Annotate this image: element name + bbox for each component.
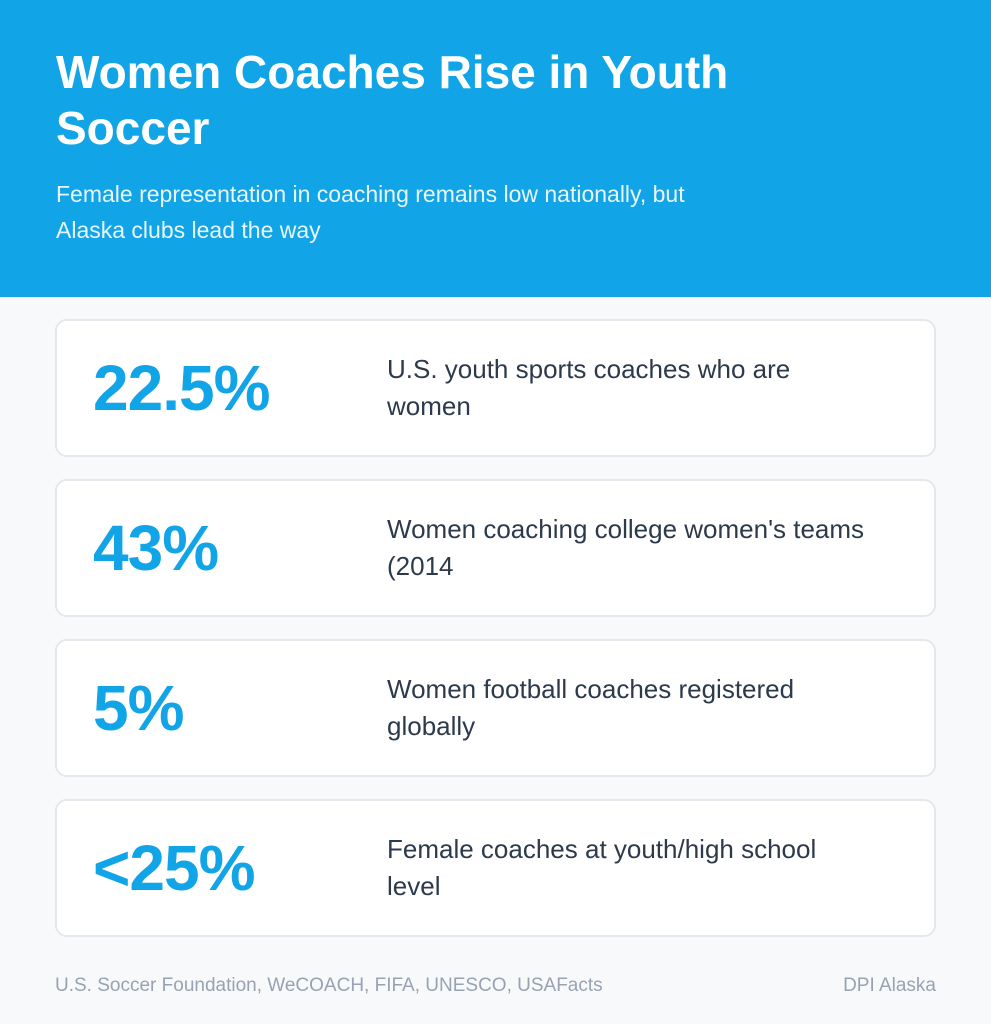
header-banner: Women Coaches Rise in Youth Soccer Femal…: [0, 0, 991, 297]
stat-value: 5%: [93, 672, 184, 744]
page-title: Women Coaches Rise in Youth Soccer: [56, 46, 729, 154]
publisher-credit: DPI Alaska: [843, 975, 936, 996]
stat-label: Female coaches at youth/high school leve…: [387, 834, 817, 901]
stat-value: <25%: [93, 832, 255, 904]
stat-value: 22.5%: [93, 352, 270, 424]
stat-label: Women coaching college women's teams (20…: [387, 514, 865, 581]
stat-card: <25% Female coaches at youth/high school…: [55, 799, 936, 937]
stat-card: 5% Women football coaches registered glo…: [55, 639, 936, 777]
stat-card: 22.5% U.S. youth sports coaches who are …: [55, 319, 936, 457]
stat-card-list: 22.5% U.S. youth sports coaches who are …: [55, 319, 936, 959]
source-credits: U.S. Soccer Foundation, WeCOACH, FIFA, U…: [55, 975, 603, 996]
stat-card: 43% Women coaching college women's teams…: [55, 479, 936, 617]
page-subtitle: Female representation in coaching remain…: [56, 181, 685, 243]
stat-label: U.S. youth sports coaches who are women: [387, 354, 791, 421]
footer: U.S. Soccer Foundation, WeCOACH, FIFA, U…: [55, 974, 936, 998]
stat-value: 43%: [93, 512, 219, 584]
stat-label: Women football coaches registered global…: [387, 674, 795, 741]
